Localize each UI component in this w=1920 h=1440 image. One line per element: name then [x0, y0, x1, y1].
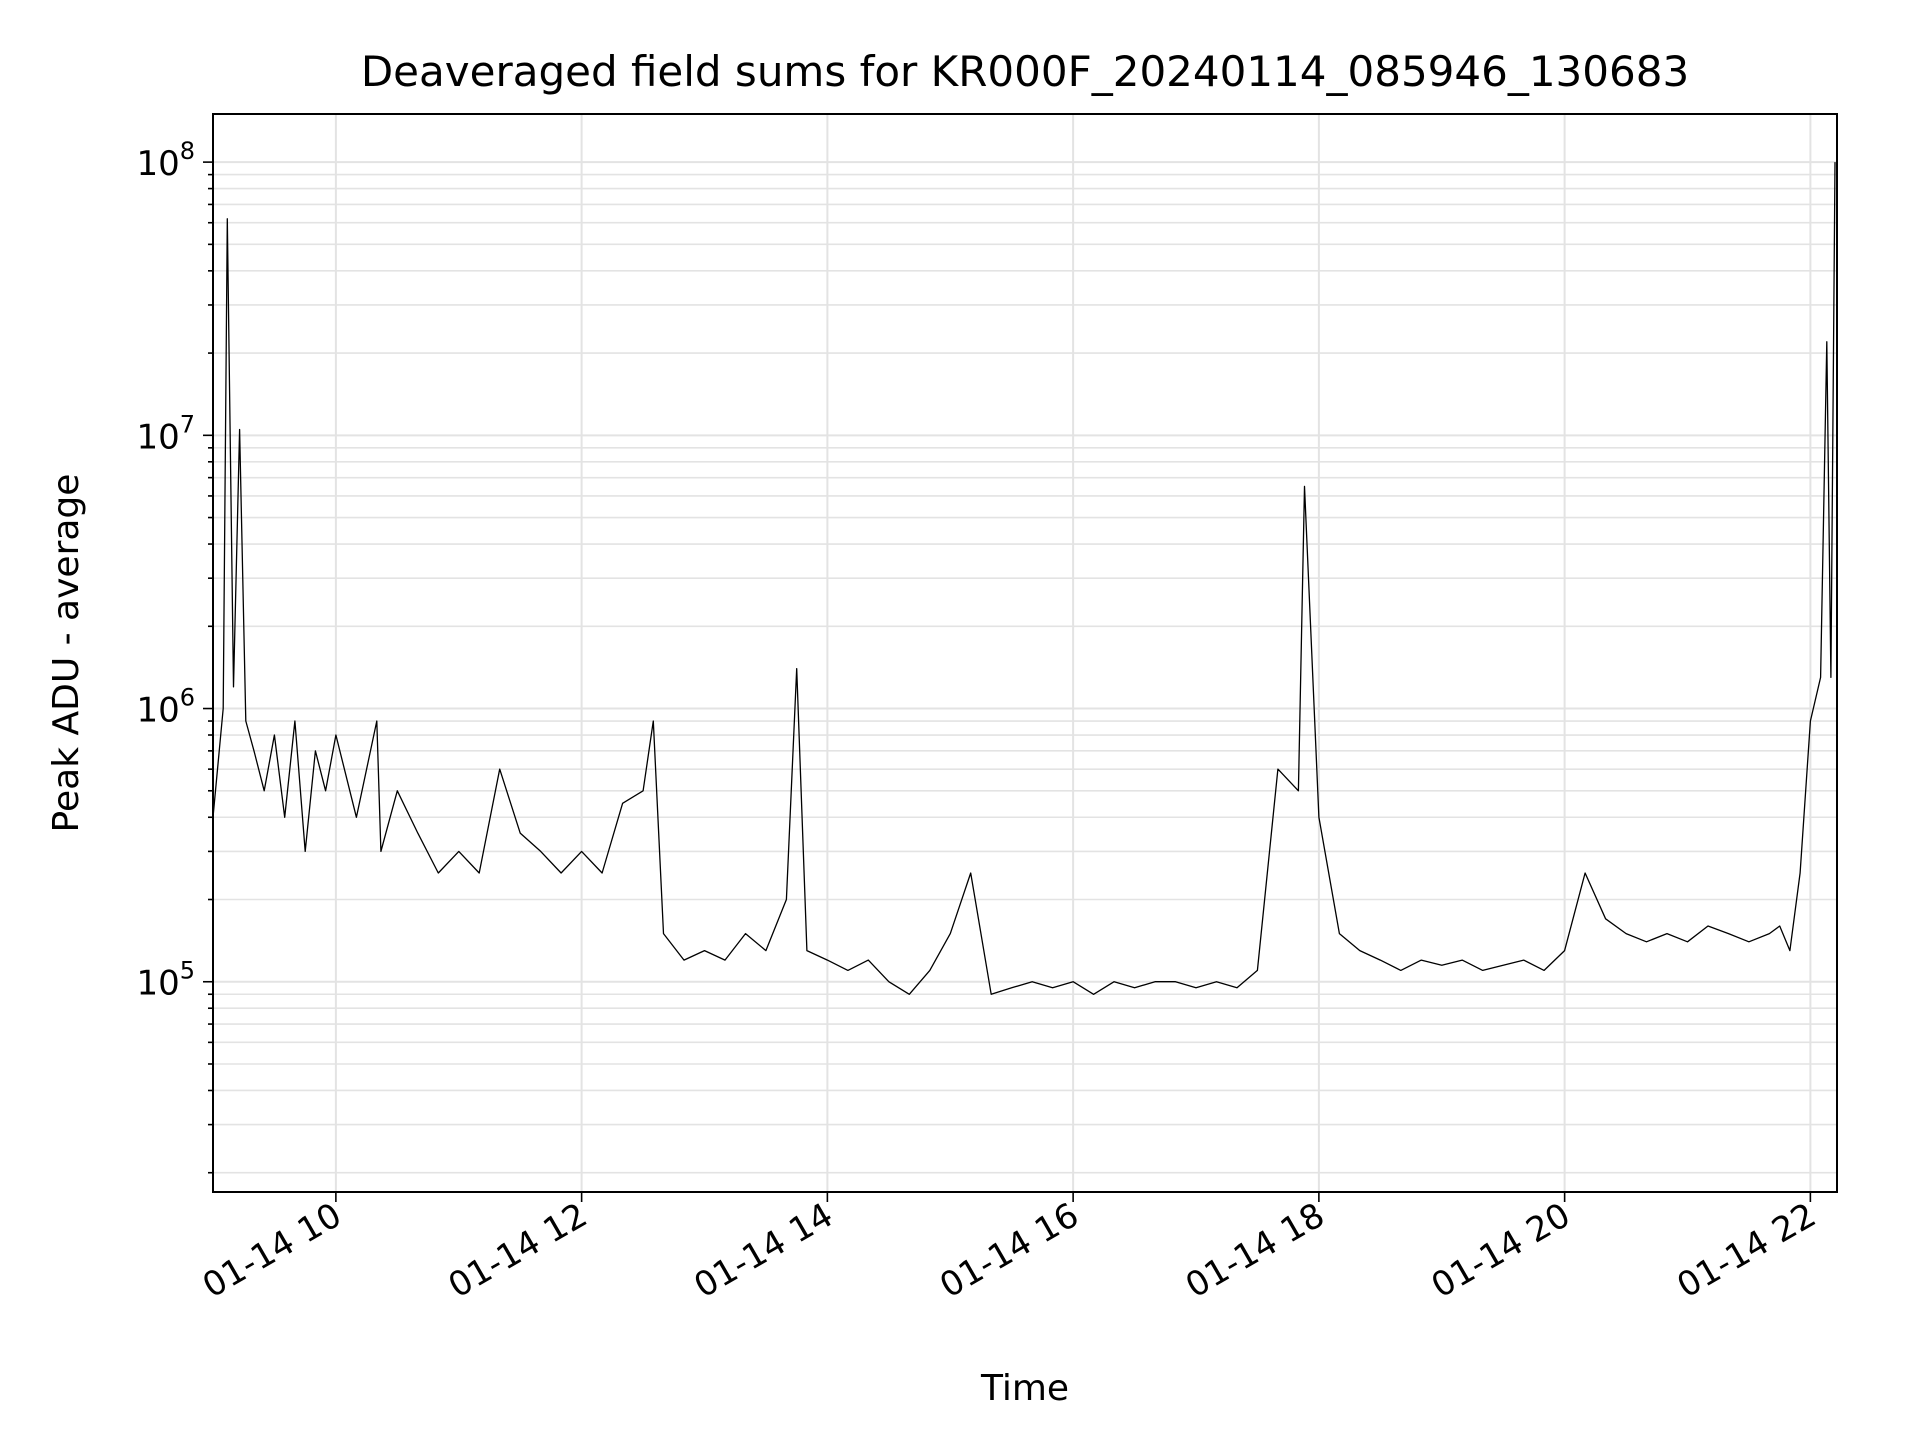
- y-tick-label: 106: [136, 684, 195, 731]
- x-axis-label: Time: [980, 1368, 1069, 1409]
- y-tick-label-base: 10: [136, 691, 179, 731]
- y-tick-label-base: 10: [136, 964, 179, 1004]
- y-tick-label: 105: [136, 957, 195, 1004]
- grid-lines: [213, 114, 1837, 1192]
- chart-title: Deaveraged field sums for KR000F_2024011…: [361, 47, 1689, 96]
- series-line: [212, 162, 1836, 995]
- y-tick-label-exponent: 6: [180, 684, 195, 712]
- y-tick-label-exponent: 7: [180, 410, 195, 438]
- y-tick-label: 107: [136, 410, 195, 457]
- y-tick-label-base: 10: [136, 144, 179, 184]
- y-tick-label-exponent: 8: [180, 137, 195, 165]
- y-tick-label-base: 10: [136, 417, 179, 457]
- y-tick-label-exponent: 5: [180, 957, 195, 985]
- plot-frame: [212, 113, 1838, 1193]
- y-axis-label: Peak ADU - average: [46, 474, 87, 833]
- y-tick-label: 108: [136, 137, 195, 184]
